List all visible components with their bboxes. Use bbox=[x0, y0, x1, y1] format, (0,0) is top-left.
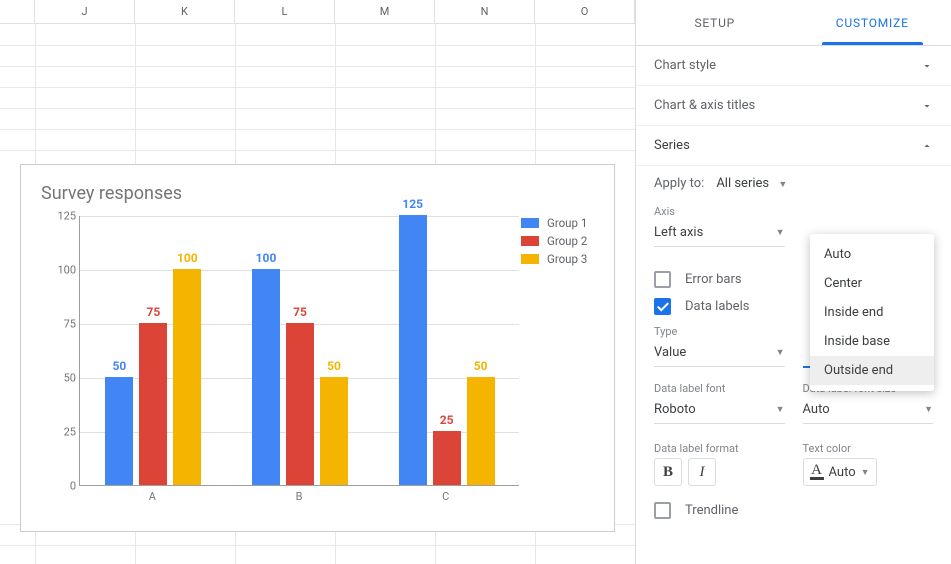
menu-item[interactable]: Center bbox=[810, 269, 934, 298]
apply-to-select[interactable]: All series ▼ bbox=[716, 176, 787, 191]
type-label: Type bbox=[654, 325, 785, 338]
chevron-down-icon bbox=[921, 100, 933, 112]
section-label: Chart & axis titles bbox=[654, 98, 755, 113]
column-headers: J K L M N O bbox=[0, 0, 635, 24]
chevron-up-icon bbox=[921, 140, 933, 152]
legend-label: Group 1 bbox=[547, 216, 587, 230]
section-chart-style[interactable]: Chart style bbox=[636, 46, 951, 86]
data-label: 75 bbox=[133, 305, 173, 319]
bar bbox=[173, 269, 201, 485]
data-label: 125 bbox=[393, 197, 433, 211]
menu-item[interactable]: Outside end bbox=[810, 356, 934, 385]
axis-select[interactable]: Left axis▼ bbox=[654, 221, 785, 247]
apply-to-row: Apply to: All series ▼ bbox=[654, 176, 933, 191]
legend-item: Group 2 bbox=[521, 234, 596, 248]
section-label: Series bbox=[654, 138, 690, 153]
chevron-down-icon bbox=[921, 60, 933, 72]
col-header[interactable]: O bbox=[535, 0, 635, 23]
legend-label: Group 2 bbox=[547, 234, 587, 248]
legend-item: Group 3 bbox=[521, 252, 596, 266]
data-label: 100 bbox=[246, 251, 286, 265]
dl-font-select[interactable]: Roboto▼ bbox=[654, 398, 785, 424]
embedded-chart[interactable]: Survey responses 0 25 50 75 100 125 50 75 100 100… bbox=[20, 164, 615, 532]
chart-title: Survey responses bbox=[41, 183, 594, 204]
section-label: Chart style bbox=[654, 58, 716, 73]
position-menu[interactable]: AutoCenterInside endInside baseOutside e… bbox=[810, 234, 934, 391]
text-color-icon: A bbox=[810, 464, 824, 480]
checkbox-icon bbox=[654, 502, 671, 519]
legend-label: Group 3 bbox=[547, 252, 587, 266]
textcolor-select[interactable]: A Auto ▼ bbox=[803, 458, 877, 486]
data-label: 50 bbox=[314, 359, 354, 373]
chart-legend: Group 1 Group 2 Group 3 bbox=[521, 216, 596, 270]
dl-fontsize-select[interactable]: Auto▼ bbox=[803, 398, 934, 424]
bar bbox=[105, 377, 133, 485]
checkbox-icon bbox=[654, 298, 671, 315]
checkbox-icon bbox=[654, 271, 671, 288]
editor-tabs: SETUP CUSTOMIZE bbox=[636, 0, 951, 46]
bar bbox=[399, 215, 427, 485]
bar bbox=[320, 377, 348, 485]
x-tick-label: A bbox=[102, 490, 202, 503]
y-tick-label: 50 bbox=[46, 372, 76, 385]
y-tick-label: 25 bbox=[46, 426, 76, 439]
checkbox-label: Error bars bbox=[685, 272, 742, 287]
data-label: 25 bbox=[427, 413, 467, 427]
textcolor-label: Text color bbox=[803, 442, 934, 455]
section-chart-axis-titles[interactable]: Chart & axis titles bbox=[636, 86, 951, 126]
checkbox-label: Data labels bbox=[685, 299, 749, 314]
data-label: 100 bbox=[167, 251, 207, 265]
bar bbox=[467, 377, 495, 485]
tab-customize[interactable]: CUSTOMIZE bbox=[794, 0, 951, 45]
data-label: 50 bbox=[99, 359, 139, 373]
spreadsheet-area: J K L M N O Survey responses 0 25 50 75 100 1… bbox=[0, 0, 635, 564]
bar bbox=[433, 431, 461, 485]
bar bbox=[286, 323, 314, 485]
axis-label: Axis bbox=[654, 205, 785, 218]
legend-item: Group 1 bbox=[521, 216, 596, 230]
apply-to-label: Apply to: bbox=[654, 176, 704, 191]
col-header[interactable]: L bbox=[235, 0, 335, 23]
cell-grid[interactable]: Survey responses 0 25 50 75 100 125 50 75 100 100… bbox=[0, 24, 635, 564]
type-select[interactable]: Value▼ bbox=[654, 341, 785, 367]
bold-button[interactable]: B bbox=[654, 458, 682, 486]
chart-plot: 0255075100125507510010075501252550 ABC G… bbox=[41, 210, 596, 510]
menu-item[interactable]: Auto bbox=[810, 240, 934, 269]
legend-swatch bbox=[521, 236, 539, 246]
col-header[interactable]: M bbox=[335, 0, 435, 23]
bar bbox=[252, 269, 280, 485]
data-label: 50 bbox=[461, 359, 501, 373]
section-series[interactable]: Series bbox=[636, 126, 951, 166]
y-tick-label: 0 bbox=[46, 480, 76, 493]
col-header[interactable]: N bbox=[435, 0, 535, 23]
menu-item[interactable]: Inside end bbox=[810, 298, 934, 327]
italic-button[interactable]: I bbox=[688, 458, 716, 486]
x-tick-label: C bbox=[396, 490, 496, 503]
tab-setup[interactable]: SETUP bbox=[636, 0, 794, 45]
bar bbox=[139, 323, 167, 485]
y-tick-label: 100 bbox=[46, 264, 76, 277]
checkbox-label: Trendline bbox=[685, 503, 738, 518]
dl-font-label: Data label font bbox=[654, 382, 785, 395]
y-tick-label: 125 bbox=[46, 210, 76, 223]
dl-format-label: Data label format bbox=[654, 442, 785, 455]
y-tick-label: 75 bbox=[46, 318, 76, 331]
data-label: 75 bbox=[280, 305, 320, 319]
rowheader-spacer bbox=[0, 0, 35, 23]
col-header[interactable]: K bbox=[135, 0, 235, 23]
trendline-checkbox[interactable]: Trendline bbox=[654, 502, 933, 519]
col-header[interactable]: J bbox=[35, 0, 135, 23]
legend-swatch bbox=[521, 254, 539, 264]
x-tick-label: B bbox=[249, 490, 349, 503]
menu-item[interactable]: Inside base bbox=[810, 327, 934, 356]
legend-swatch bbox=[521, 218, 539, 228]
